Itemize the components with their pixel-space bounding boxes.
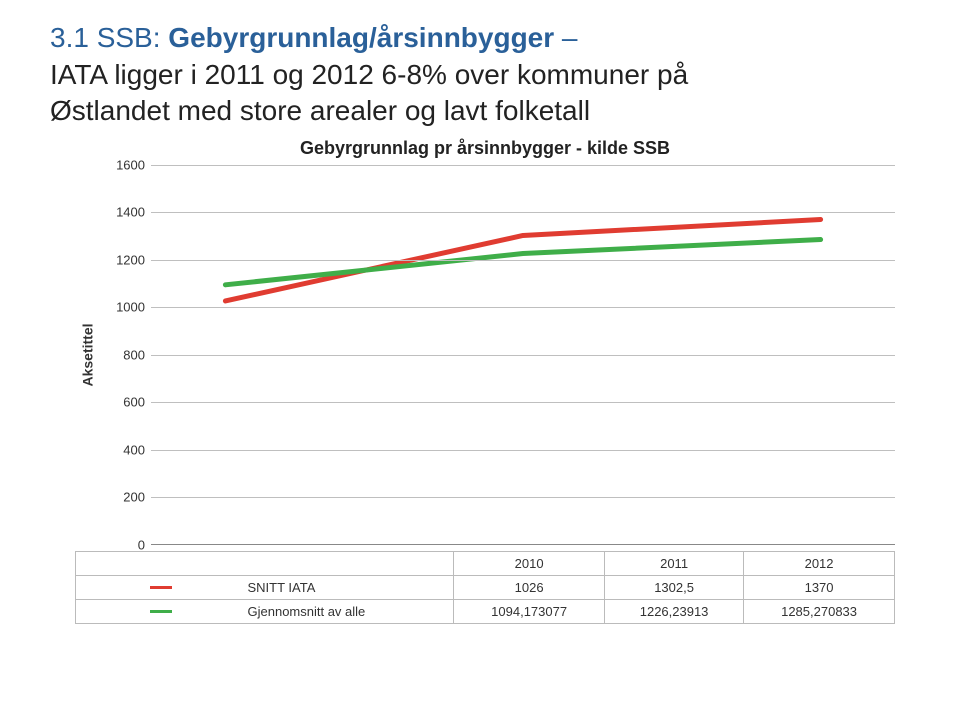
- gridline: [151, 260, 895, 261]
- y-tick-label: 400: [101, 442, 145, 457]
- y-tick-label: 800: [101, 347, 145, 362]
- y-tick-label: 1400: [101, 205, 145, 220]
- table-cell: 1370: [744, 575, 895, 599]
- y-tick-label: 0: [101, 537, 145, 552]
- series-name-cell: Gjennomsnitt av alle: [246, 599, 454, 623]
- gridline: [151, 307, 895, 308]
- subtitle-line-2: Østlandet med store arealer og lavt folk…: [50, 93, 920, 129]
- y-axis-label: Aksetittel: [80, 323, 96, 386]
- table-corner-cell: [76, 551, 246, 575]
- table-row: Gjennomsnitt av alle1094,1730771226,2391…: [76, 599, 895, 623]
- gridline: [151, 497, 895, 498]
- y-tick-label: 1200: [101, 252, 145, 267]
- title-block: 3.1 SSB: Gebyrgrunnlag/årsinnbygger – IA…: [50, 20, 920, 130]
- table-zero-cell: [246, 551, 454, 575]
- gridline: [151, 212, 895, 213]
- gridline: [151, 450, 895, 451]
- gridline: [151, 165, 895, 166]
- y-axis: 02004006008001000120014001600: [101, 165, 151, 545]
- data-table: 201020112012SNITT IATA10261302,51370Gjen…: [75, 551, 895, 624]
- chart: Gebyrgrunnlag pr årsinnbygger - kilde SS…: [75, 138, 895, 578]
- slide: 3.1 SSB: Gebyrgrunnlag/årsinnbygger – IA…: [0, 0, 960, 716]
- title-dash: –: [554, 22, 577, 53]
- y-tick-label: 600: [101, 395, 145, 410]
- table-cell: 1226,23913: [605, 599, 744, 623]
- table-header-cell: 2010: [454, 551, 605, 575]
- plot-row: Aksetittel 02004006008001000120014001600: [75, 165, 895, 545]
- legend-swatch: [150, 586, 172, 589]
- table-header-row: 201020112012: [76, 551, 895, 575]
- chart-title: Gebyrgrunnlag pr årsinnbygger - kilde SS…: [75, 138, 895, 159]
- subtitle-line-1: IATA ligger i 2011 og 2012 6-8% over kom…: [50, 57, 920, 93]
- y-axis-label-container: Aksetittel: [75, 165, 101, 545]
- table-row: SNITT IATA10261302,51370: [76, 575, 895, 599]
- title-line-1: 3.1 SSB: Gebyrgrunnlag/årsinnbygger –: [50, 20, 920, 57]
- series-line: [225, 239, 820, 284]
- gridline: [151, 355, 895, 356]
- table-cell: 1285,270833: [744, 599, 895, 623]
- y-tick-label: 200: [101, 490, 145, 505]
- plot-area: [151, 165, 895, 545]
- table-header-cell: 2012: [744, 551, 895, 575]
- table-cell: 1026: [454, 575, 605, 599]
- table-cell: 1302,5: [605, 575, 744, 599]
- legend-swatch-cell: [76, 599, 246, 623]
- y-tick-label: 1000: [101, 300, 145, 315]
- title-main: Gebyrgrunnlag/årsinnbygger: [168, 22, 554, 53]
- title-prefix: 3.1 SSB:: [50, 22, 168, 53]
- gridline: [151, 402, 895, 403]
- y-tick-label: 1600: [101, 157, 145, 172]
- table-cell: 1094,173077: [454, 599, 605, 623]
- series-name-cell: SNITT IATA: [246, 575, 454, 599]
- table-header-cell: 2011: [605, 551, 744, 575]
- legend-swatch: [150, 610, 172, 613]
- legend-swatch-cell: [76, 575, 246, 599]
